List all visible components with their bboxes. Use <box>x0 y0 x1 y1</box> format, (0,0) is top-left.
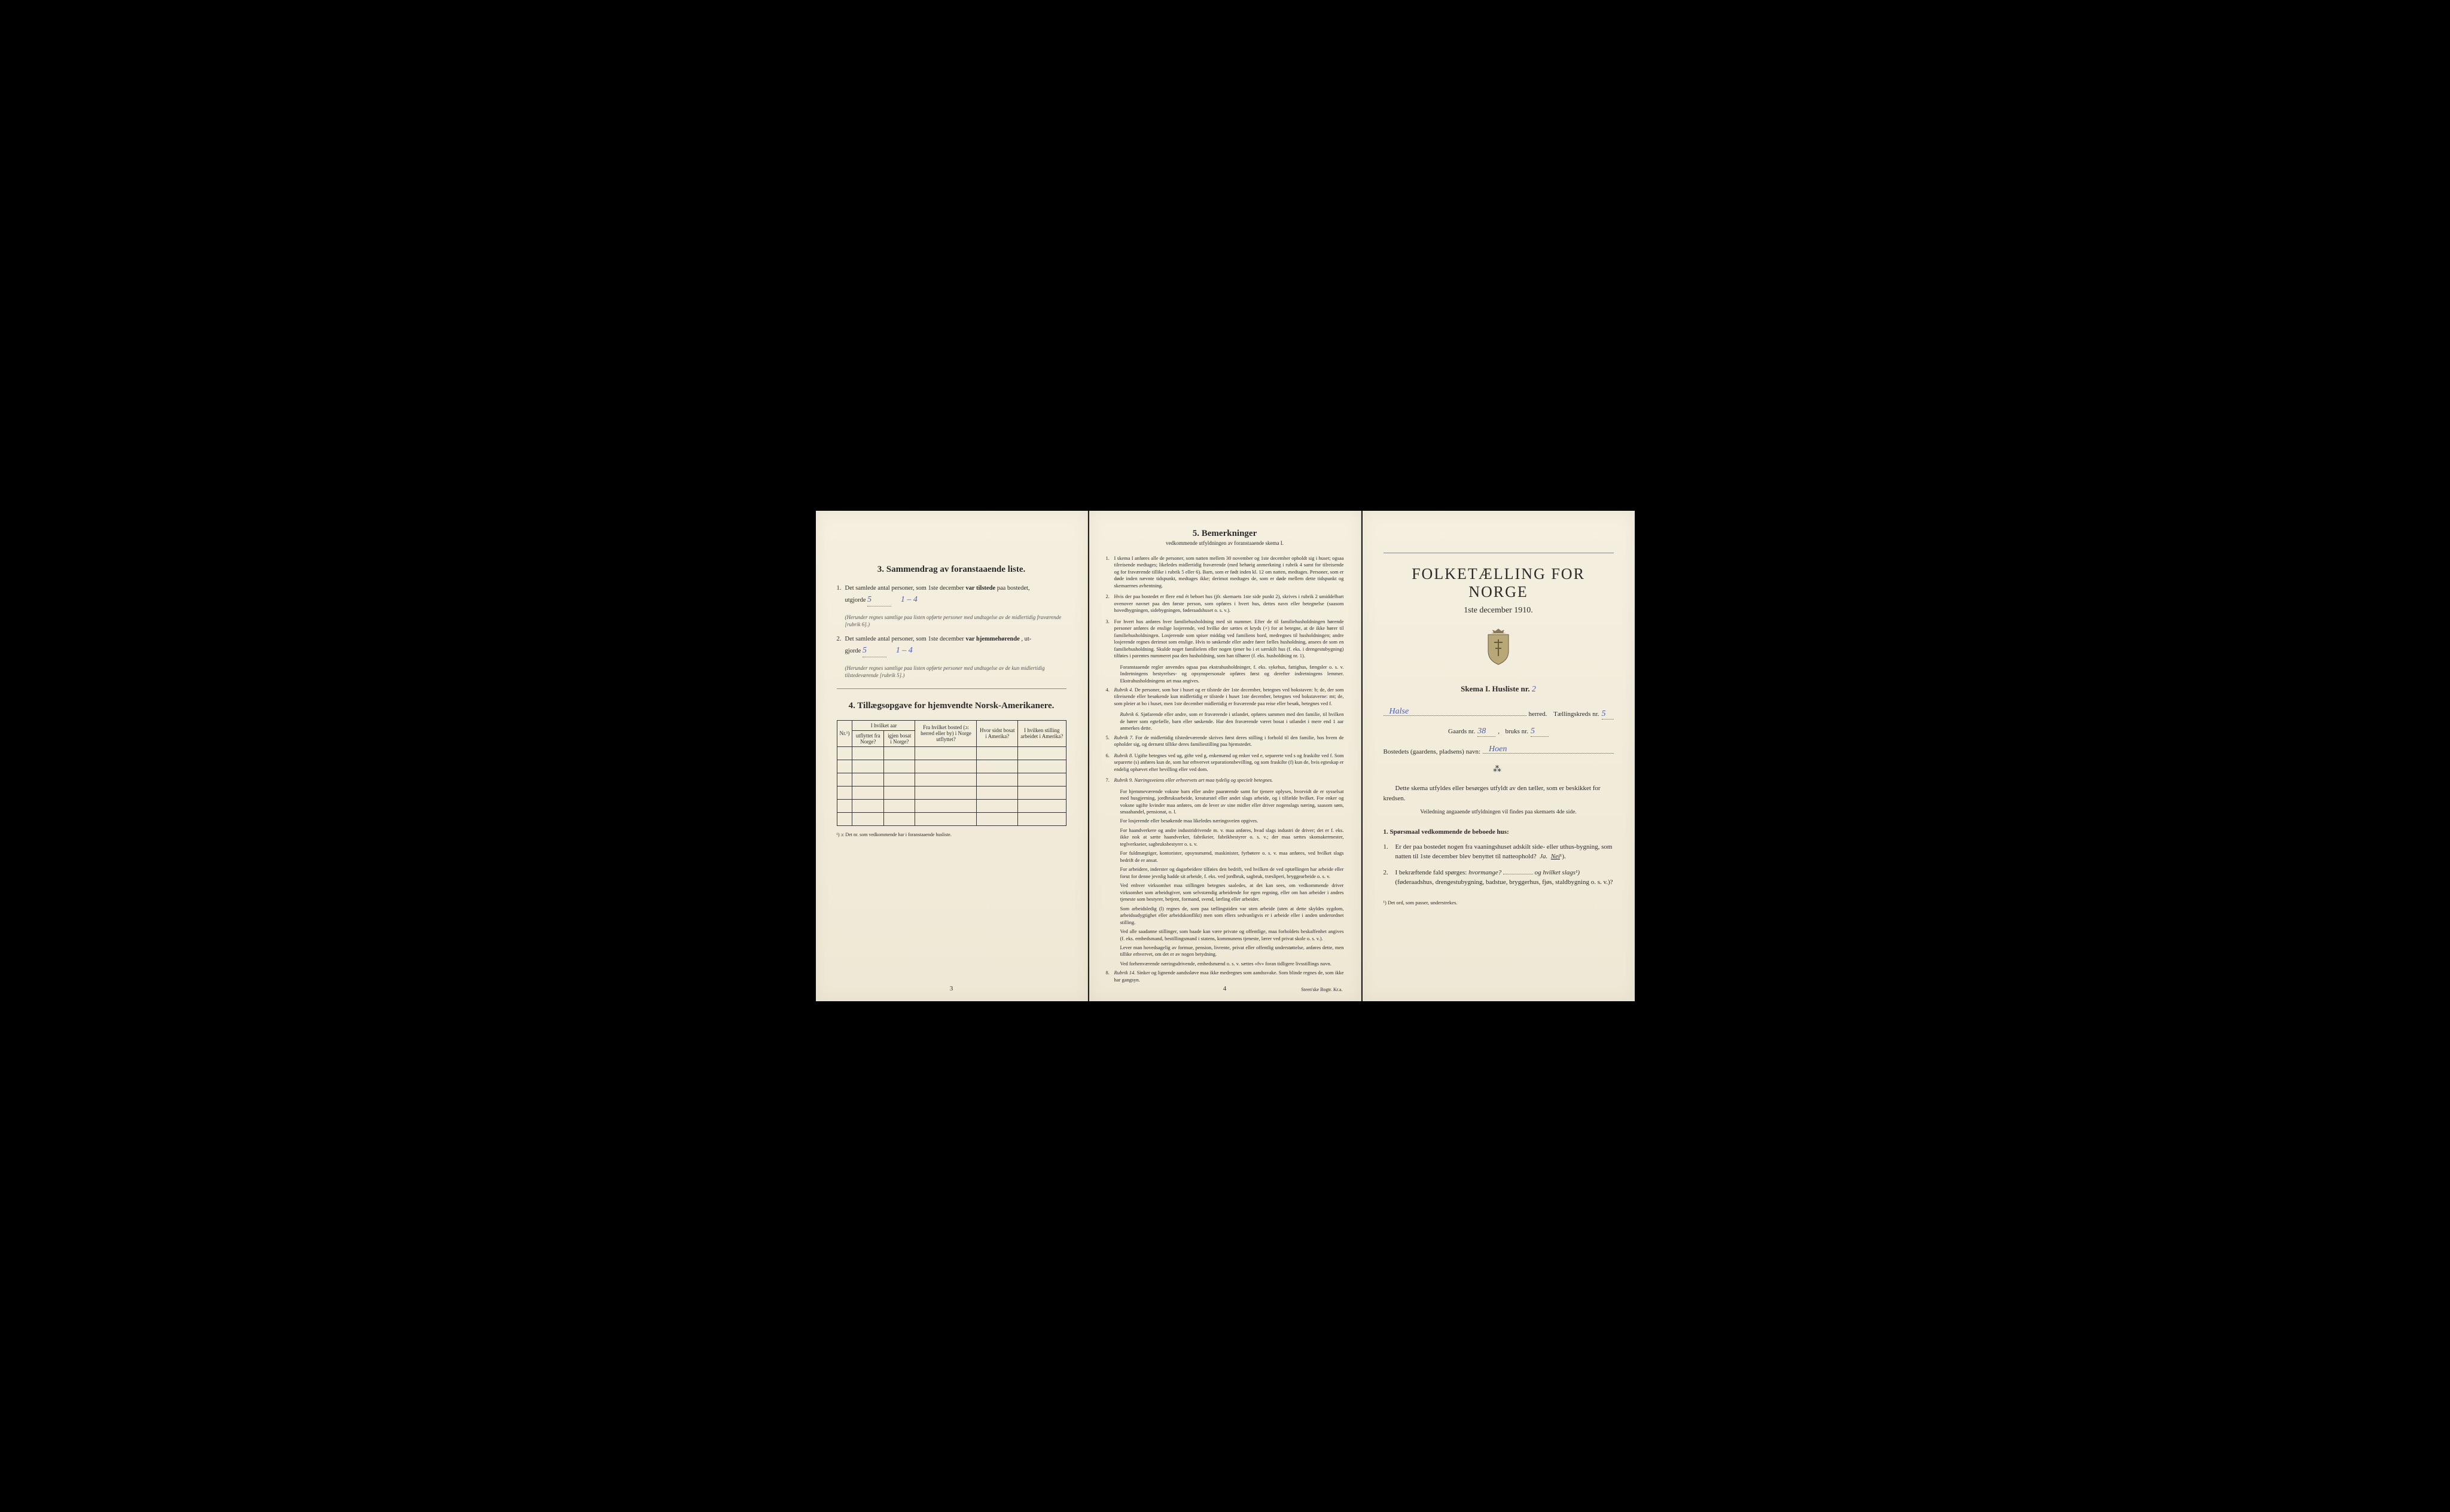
col-amerika: Hvor sidst bosat i Amerika? <box>977 720 1018 746</box>
remarks-list: 1.I skema I anføres alle de personer, so… <box>1106 555 1344 983</box>
husliste-nr: 2 <box>1532 685 1536 694</box>
table-row <box>837 760 1066 773</box>
rubrik9-d2: For haandverkere og andre industridriven… <box>1106 827 1344 848</box>
census-title: FOLKETÆLLING FOR NORGE <box>1384 565 1614 601</box>
bosted-field: Bostedets (gaardens, pladsens) navn: Hoe… <box>1384 744 1614 755</box>
rubrik9-d1: For losjerende eller besøkende maa likel… <box>1106 818 1344 824</box>
item2-note: (Herunder regnes samtlige paa listen opf… <box>837 664 1066 679</box>
remark-6: 6.Rubrik 8. Ugifte betegnes ved ug, gift… <box>1106 752 1344 773</box>
page-4: 5. Bemerkninger vedkommende utfyldningen… <box>1089 511 1361 1001</box>
kreds-value: 5 <box>1602 709 1614 720</box>
rubrik9-d7: Ved alle saadanne stillinger, som baade … <box>1106 928 1344 942</box>
question-heading: 1. Spørsmaal vedkommende de beboede hus: <box>1384 828 1509 836</box>
herred-value: Halse <box>1389 707 1409 717</box>
question-list: 1. Er der paa bostedet nogen fra vaaning… <box>1384 842 1614 888</box>
table-row <box>837 786 1066 799</box>
section-3-title: 3. Sammendrag av foranstaaende liste. <box>837 565 1066 575</box>
remark-7: 7.Rubrik 9. Næringsveiens eller erhverve… <box>1106 777 1344 784</box>
skema-line: Skema I. Husliste nr. 2 <box>1384 684 1614 694</box>
hjemme-count: 5 <box>863 644 886 657</box>
bosted-value: Hoen <box>1489 745 1507 754</box>
gaards-value: 38 <box>1477 727 1495 737</box>
amerikanere-table: Nr.¹) I hvilket aar Fra hvilket bosted (… <box>837 720 1066 826</box>
section-5-title: 5. Bemerkninger <box>1106 529 1344 539</box>
section-4-title: 4. Tillægsopgave for hjemvendte Norsk-Am… <box>837 701 1066 711</box>
remark-3: 3.For hvert hus anføres hver familiehush… <box>1106 618 1344 660</box>
remark-8: 8.Rubrik 14. Sinker og lignende aandsslø… <box>1106 970 1344 983</box>
footnote-1: ¹) Det ord, som passer, understrekes. <box>1384 900 1614 906</box>
tilstede-range: 1 – 4 <box>901 595 918 604</box>
col-bosat: igjen bosat i Norge? <box>884 730 915 746</box>
page-title-page: FOLKETÆLLING FOR NORGE 1ste december 191… <box>1363 511 1635 1001</box>
rubrik9-d9: Ved forhenværende næringsdrivende, embed… <box>1106 961 1344 967</box>
rubrik9-d5: Ved enhver virksomhet maa stillingen bet… <box>1106 882 1344 903</box>
table-footnote: ¹) ɔ: Det nr. som vedkommende har i fora… <box>837 832 1066 837</box>
page-number-3: 3 <box>950 985 953 992</box>
table-row <box>837 773 1066 786</box>
table-row <box>837 799 1066 812</box>
hjemme-range: 1 – 4 <box>896 646 913 655</box>
rubrik9-d6: Som arbeidsledig (l) regnes de, som paa … <box>1106 906 1344 926</box>
col-utflyttet: utflyttet fra Norge? <box>852 730 884 746</box>
col-stilling: I hvilken stilling arbeidet i Amerika? <box>1017 720 1066 746</box>
instruction-2: Veiledning angaaende utfyldningen vil fi… <box>1384 808 1614 816</box>
instruction-1: Dette skema utfyldes eller besørges utfy… <box>1384 784 1614 803</box>
col-nr: Nr.¹) <box>837 720 852 746</box>
herred-field: Halse herred. Tællingskreds nr. 5 <box>1384 706 1614 720</box>
table-row <box>837 746 1066 760</box>
remark-1: 1.I skema I anføres alle de personer, so… <box>1106 555 1344 589</box>
rubrik-6: Rubrik 6. Sjøfarende eller andre, som er… <box>1106 711 1344 731</box>
question-2: 2. I bekræftende fald spørges: hvormange… <box>1384 868 1614 888</box>
table-row <box>837 812 1066 825</box>
remark-2: 2.Hvis der paa bostedet er flere end ét … <box>1106 593 1344 614</box>
rubrik9-d0: For hjemmeværende voksne barn eller andr… <box>1106 788 1344 816</box>
census-date: 1ste december 1910. <box>1384 606 1614 615</box>
document-spread: 3. Sammendrag av foranstaaende liste. 1.… <box>816 511 1635 1001</box>
printer-mark: Steen'ske Bogtr. Kr.a. <box>1301 987 1342 992</box>
summary-item-2: 2. Det samlede antal personer, som 1ste … <box>837 635 1066 657</box>
col-aar-group: I hvilket aar <box>852 720 915 730</box>
question-1: 1. Er der paa bostedet nogen fra vaaning… <box>1384 842 1614 862</box>
bruks-value: 5 <box>1531 727 1549 737</box>
coat-of-arms-icon <box>1384 627 1614 669</box>
item1-note: (Herunder regnes samtlige paa listen opf… <box>837 614 1066 629</box>
section-5-subtitle: vedkommende utfyldningen av foranstaaend… <box>1106 540 1344 546</box>
rubrik9-d3: For fuldmægtiger, kontorister, opsynsmæn… <box>1106 850 1344 864</box>
remark-3-extra: Foranstaaende regler anvendes ogsaa paa … <box>1106 664 1344 684</box>
rubrik9-d8: Lever man hovedsagelig av formue, pensio… <box>1106 944 1344 958</box>
divider <box>837 688 1066 689</box>
gaards-field: Gaards nr. 38, bruks nr. 5 <box>1384 727 1614 737</box>
page-number-4: 4 <box>1223 985 1227 992</box>
remark-4: 4.Rubrik 4. De personer, som bor i huset… <box>1106 687 1344 707</box>
answer-nei: Nei <box>1551 853 1560 860</box>
summary-item-1: 1. Det samlede antal personer, som 1ste … <box>837 584 1066 606</box>
col-bosted: Fra hvilket bosted (ɔ: herred eller by) … <box>915 720 977 746</box>
page-3: 3. Sammendrag av foranstaaende liste. 1.… <box>816 511 1088 1001</box>
tilstede-count: 5 <box>867 593 891 606</box>
remark-5: 5.Rubrik 7. For de midlertidig tilstedev… <box>1106 734 1344 748</box>
ornament-icon: ⁂ <box>1384 764 1614 775</box>
rubrik9-d4: For arbeidere, inderster og dagarbeidere… <box>1106 866 1344 880</box>
